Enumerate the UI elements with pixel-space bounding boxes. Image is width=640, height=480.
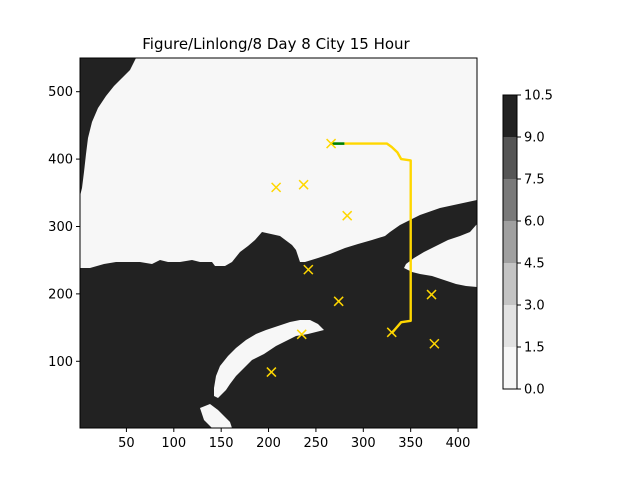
colorbar-tick-label: 0.0 [524, 383, 545, 398]
map-low-region-east [404, 224, 477, 287]
route-line [344, 142, 412, 334]
colorbar-band [503, 221, 517, 263]
route-layer [331, 142, 412, 334]
colorbar-tick-label: 9.0 [524, 131, 545, 146]
city-marker [386, 327, 397, 338]
colorbar-band [503, 137, 517, 179]
map-low-region-southwest [200, 404, 232, 428]
colorbar-band [503, 263, 517, 305]
y-axis: 100 200 300 400 500 [48, 85, 80, 370]
city-marker [426, 289, 437, 300]
city-marker [342, 210, 353, 221]
colorbar-band [503, 95, 517, 137]
x-tick-label: 400 [446, 436, 471, 451]
colorbar-band [503, 179, 517, 221]
y-tick-label: 400 [48, 153, 73, 168]
colorbar-band [503, 347, 517, 389]
map-low-region-north [80, 58, 477, 268]
city-marker [266, 367, 277, 378]
city-marker [296, 329, 307, 340]
y-tick-label: 300 [48, 220, 73, 235]
x-tick-label: 300 [351, 436, 376, 451]
colorbar-tick-label: 7.5 [524, 173, 545, 188]
colorbar-frame [502, 94, 518, 390]
colorbar: 0.0 1.5 3.0 4.5 6.0 7.5 9.0 10.5 [502, 89, 553, 398]
city-marker [298, 179, 309, 190]
y-tick-label: 200 [48, 287, 73, 302]
x-tick-label: 350 [398, 436, 423, 451]
x-tick-label: 100 [161, 436, 186, 451]
city-marker [326, 138, 337, 149]
map-high-region-northwest [80, 58, 136, 196]
city-marker [271, 182, 282, 193]
y-tick-label: 500 [48, 85, 73, 100]
colorbar-tick-label: 1.5 [524, 341, 545, 356]
colorbar-bands [503, 95, 517, 389]
colorbar-ticks: 0.0 1.5 3.0 4.5 6.0 7.5 9.0 10.5 [517, 89, 553, 398]
plot-area [80, 58, 477, 428]
y-tick-label: 100 [48, 355, 73, 370]
colorbar-band [503, 305, 517, 347]
chart-title: Figure/Linlong/8 Day 8 City 15 Hour [142, 35, 410, 53]
colorbar-tick-label: 4.5 [524, 257, 545, 272]
colorbar-tick-label: 6.0 [524, 215, 545, 230]
x-axis: 50 100 150 200 250 300 350 400 [118, 428, 470, 451]
city-marker [333, 296, 344, 307]
cities-layer [266, 138, 440, 378]
city-marker [429, 338, 440, 349]
city-marker [303, 264, 314, 275]
plot-frame [79, 57, 478, 429]
x-tick-label: 150 [209, 436, 234, 451]
map-low-region-island [214, 320, 324, 398]
colorbar-tick-label: 3.0 [524, 299, 545, 314]
x-tick-label: 200 [256, 436, 281, 451]
x-tick-label: 250 [304, 436, 329, 451]
x-tick-label: 50 [118, 436, 135, 451]
colorbar-tick-label: 10.5 [524, 89, 553, 104]
